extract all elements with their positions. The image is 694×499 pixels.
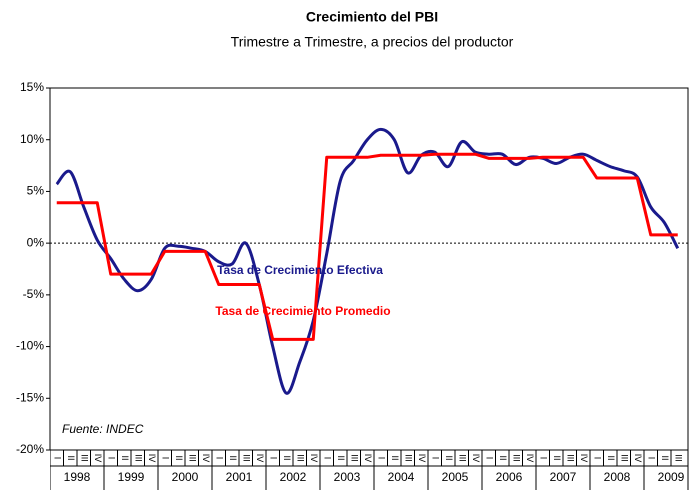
year-label: 2006: [496, 470, 523, 484]
year-label: 2002: [280, 470, 307, 484]
year-label: 2003: [334, 470, 361, 484]
x-tick-label: II: [390, 455, 400, 460]
x-tick-label: II: [660, 455, 670, 460]
y-tick-label: 15%: [20, 80, 44, 94]
year-label: 1998: [64, 470, 91, 484]
x-tick-label: III: [511, 454, 521, 462]
x-tick-label: I: [430, 457, 440, 460]
x-tick-label: II: [120, 455, 130, 460]
year-label: 2007: [550, 470, 577, 484]
x-tick-label: IV: [579, 454, 589, 463]
x-tick-label: II: [282, 455, 292, 460]
year-label: 2001: [226, 470, 253, 484]
x-tick-label: I: [322, 457, 332, 460]
x-tick-label: II: [606, 455, 616, 460]
x-tick-label: IV: [363, 454, 373, 463]
year-label: 2005: [442, 470, 469, 484]
y-tick-label: -20%: [16, 442, 44, 456]
y-tick-label: 5%: [27, 184, 45, 198]
x-tick-label: III: [241, 454, 251, 462]
x-tick-label: III: [619, 454, 629, 462]
x-tick-label: I: [484, 457, 494, 460]
x-tick-label: II: [228, 455, 238, 460]
year-label: 2000: [172, 470, 199, 484]
x-tick-label: III: [133, 454, 143, 462]
x-tick-label: I: [106, 457, 116, 460]
x-tick-label: I: [376, 457, 386, 460]
legend-label: Tasa de Crecimiento Efectiva: [217, 263, 383, 277]
x-tick-label: III: [565, 454, 575, 462]
y-tick-label: -10%: [16, 339, 44, 353]
year-label: 2009: [658, 470, 685, 484]
chart-subtitle: Trimestre a Trimestre, a precios del pro…: [231, 34, 514, 50]
series-line: [56, 152, 678, 341]
x-tick-label: IV: [147, 454, 157, 463]
y-tick-label: -15%: [16, 390, 44, 404]
x-tick-label: II: [552, 455, 562, 460]
year-label: 2004: [388, 470, 415, 484]
x-tick-label: I: [268, 457, 278, 460]
x-tick-label: II: [444, 455, 454, 460]
x-tick-label: II: [336, 455, 346, 460]
x-tick-label: I: [592, 457, 602, 460]
y-tick-label: 10%: [20, 132, 44, 146]
chart-title: Crecimiento del PBI: [306, 9, 438, 25]
annotation: Fuente: INDEC: [62, 422, 144, 436]
x-tick-label: IV: [417, 454, 427, 463]
year-label: 2008: [604, 470, 631, 484]
x-tick-label: IV: [525, 454, 535, 463]
x-tick-label: IV: [633, 454, 643, 463]
x-tick-label: IV: [93, 454, 103, 463]
x-tick-label: I: [214, 457, 224, 460]
year-label: 1999: [118, 470, 145, 484]
y-tick-label: 0%: [27, 235, 45, 249]
x-tick-label: I: [52, 457, 62, 460]
legend-label: Tasa de Crecimiento Promedio: [215, 304, 390, 318]
x-axis: I II III IV I II III IV I II III IV I II III IV I II III IV…: [50, 450, 688, 490]
x-tick-label: III: [457, 454, 467, 462]
x-tick-label: II: [174, 455, 184, 460]
x-tick-label: III: [295, 454, 305, 462]
x-tick-label: I: [646, 457, 656, 460]
x-tick-label: II: [498, 455, 508, 460]
x-tick-label: III: [673, 454, 683, 462]
x-tick-label: IV: [201, 454, 211, 463]
x-tick-label: II: [66, 455, 76, 460]
x-tick-label: III: [403, 454, 413, 462]
y-tick-label: -5%: [23, 287, 45, 301]
x-tick-label: III: [187, 454, 197, 462]
x-tick-label: IV: [309, 454, 319, 463]
x-tick-label: III: [349, 454, 359, 462]
x-tick-label: IV: [471, 454, 481, 463]
x-tick-label: III: [79, 454, 89, 462]
x-tick-label: I: [160, 457, 170, 460]
x-tick-label: IV: [255, 454, 265, 463]
x-tick-label: I: [538, 457, 548, 460]
